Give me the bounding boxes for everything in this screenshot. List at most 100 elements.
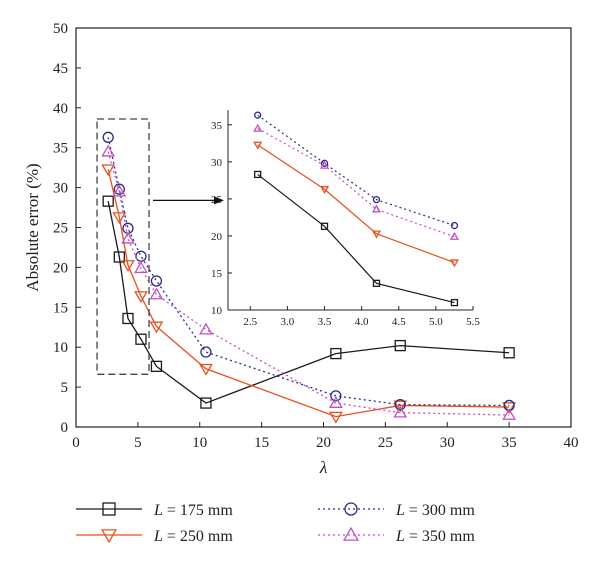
data-point xyxy=(121,231,135,244)
data-point xyxy=(102,195,114,207)
data-point xyxy=(102,131,114,143)
inset-series-line xyxy=(257,114,455,227)
x-tick-label: 40 xyxy=(564,435,579,451)
data-point xyxy=(113,183,125,195)
inset-data-point xyxy=(449,259,460,268)
inset-y-tick-label: 30 xyxy=(211,157,223,169)
zoom-region-box xyxy=(96,118,150,375)
legend-marker xyxy=(342,526,360,541)
legend-label: L = 300 mm xyxy=(395,502,475,519)
legend-marker xyxy=(102,502,116,516)
zoom-arrow-head xyxy=(214,196,224,205)
data-point xyxy=(330,390,342,402)
inset-data-point xyxy=(253,141,263,150)
x-tick-label: 5 xyxy=(134,435,142,451)
data-point xyxy=(503,347,515,359)
x-axis-title: λ xyxy=(319,458,327,477)
inset-data-point xyxy=(319,186,330,195)
series-line xyxy=(107,137,510,407)
y-tick-label: 20 xyxy=(53,260,68,276)
data-point xyxy=(135,250,147,262)
data-point xyxy=(199,322,213,335)
data-point xyxy=(394,399,406,411)
legend-marker xyxy=(344,502,358,516)
data-point xyxy=(101,164,116,177)
legend-item: L = 250 mm xyxy=(76,528,233,545)
inset-series-group xyxy=(253,111,460,307)
y-tick-label: 35 xyxy=(53,141,68,157)
data-point xyxy=(330,347,342,360)
inset-y-tick-label: 20 xyxy=(211,231,223,243)
series-1 xyxy=(102,195,515,409)
data-point xyxy=(101,144,116,157)
inset-x-tick-label: 5.5 xyxy=(466,316,480,328)
data-point xyxy=(150,275,163,287)
inset-data-point xyxy=(372,195,381,204)
main-series-group xyxy=(101,131,516,424)
y-tick-label: 40 xyxy=(53,101,68,117)
inset-data-point xyxy=(320,222,329,230)
x-tick-label: 15 xyxy=(254,435,269,451)
inset-data-point xyxy=(371,204,382,213)
main-axis-ticks: 0 5 10 15 20 25 30 35 40 0 5 10 15 20 25 30 35 40 45 50 xyxy=(53,21,579,451)
inset-x-tick-label: 4.5 xyxy=(392,316,406,328)
x-tick-label: 0 xyxy=(72,435,80,451)
series-line xyxy=(107,201,510,404)
inset-data-point xyxy=(372,279,381,287)
inset-data-point xyxy=(449,231,460,240)
inset-x-tick-label: 3.0 xyxy=(281,316,295,328)
inset-background xyxy=(228,110,473,310)
inset-data-point xyxy=(254,170,262,179)
legend-label: L = 175 mm xyxy=(153,502,233,519)
series-line xyxy=(107,151,510,416)
inset-series-1 xyxy=(254,170,459,307)
legend-item: L = 350 mm xyxy=(318,526,475,545)
data-point xyxy=(329,396,343,408)
inset-x-tick-label: 3.5 xyxy=(318,316,332,328)
inset-series-line xyxy=(257,144,455,264)
x-tick-label: 20 xyxy=(316,435,331,451)
zoom-arrow xyxy=(153,196,224,205)
y-tick-label: 50 xyxy=(53,21,68,37)
inset-data-point xyxy=(450,298,459,307)
y-tick-label: 10 xyxy=(53,340,68,356)
data-point xyxy=(122,312,134,325)
data-point xyxy=(393,400,408,413)
data-point xyxy=(149,287,164,300)
data-point xyxy=(199,363,213,376)
x-tick-label: 10 xyxy=(192,435,207,451)
inset-series-line xyxy=(257,127,455,238)
data-point xyxy=(134,291,148,304)
inset-series-line xyxy=(257,173,455,304)
y-tick-label: 0 xyxy=(61,420,69,436)
inset-x-tick-label: 2.5 xyxy=(243,316,257,328)
y-tick-label: 30 xyxy=(53,181,68,197)
inset-y-tick-label: 15 xyxy=(211,268,223,280)
data-point xyxy=(121,260,135,273)
y-tick-label: 45 xyxy=(53,61,68,77)
data-point xyxy=(150,360,163,373)
legend-marker xyxy=(100,529,118,544)
data-point xyxy=(200,346,212,358)
inset-series-3 xyxy=(254,111,459,230)
inset-axes xyxy=(227,110,473,311)
inset-data-point xyxy=(253,123,263,132)
inset-axis-ticks: 2.5 3.0 3.5 4.0 4.5 5.0 5.5 10 15 20 25 30 35 xyxy=(211,120,480,328)
inset-y-tick-label: 35 xyxy=(211,120,223,132)
legend-label: L = 350 mm xyxy=(395,528,475,545)
y-tick-label: 5 xyxy=(61,380,69,396)
x-tick-label: 25 xyxy=(378,435,393,451)
legend-item: L = 300 mm xyxy=(318,502,475,519)
inset-x-tick-label: 4.0 xyxy=(355,316,369,328)
inset-data-point xyxy=(254,111,262,119)
data-point xyxy=(394,339,406,352)
inset-y-tick-label: 25 xyxy=(211,194,223,206)
x-tick-label: 35 xyxy=(502,435,517,451)
data-point xyxy=(200,397,212,409)
main-plot: 0 5 10 15 20 25 30 35 40 0 5 10 15 20 25 30 35 40 45 50 λ A… xyxy=(23,21,579,477)
inset-y-tick-label: 10 xyxy=(211,305,223,317)
x-tick-label: 30 xyxy=(440,435,455,451)
data-point xyxy=(149,321,164,334)
data-point xyxy=(112,184,127,197)
